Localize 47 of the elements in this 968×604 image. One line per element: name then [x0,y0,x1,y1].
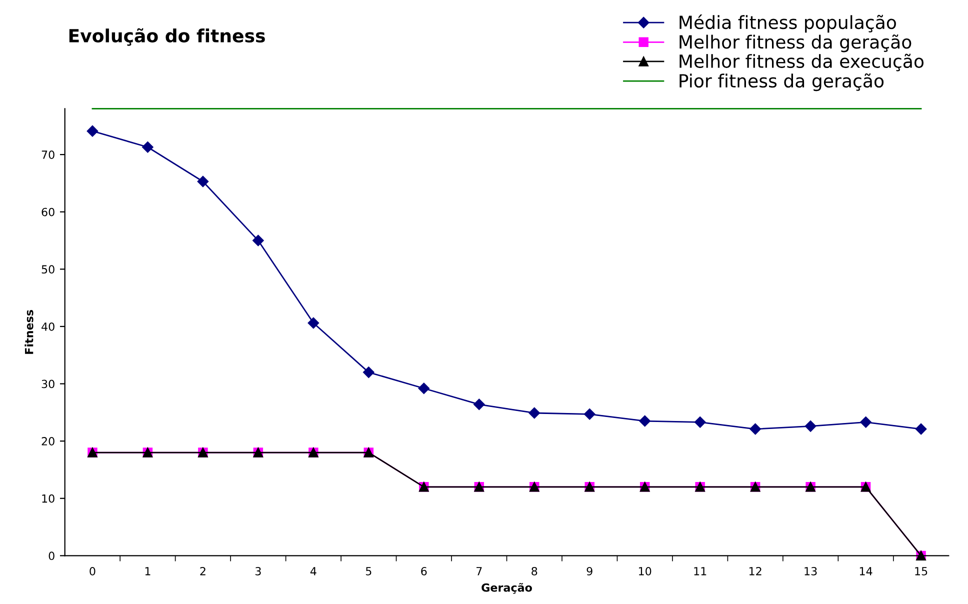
x-tick-label: 0 [90,566,96,576]
x-tick-label: 4 [310,567,316,576]
x-tick-label: 15 [915,567,928,576]
x-tick-label: 1 [145,567,150,576]
legend-label: Média fitness população [680,14,896,33]
point [142,142,154,153]
x-tick-label: 8 [532,566,538,576]
y-tick-label: 60 [42,208,54,216]
y-tick-label: 40 [42,322,54,331]
point [915,423,927,435]
x-tick-label: 11 [694,567,706,576]
chart-title: Evolução do fitness [69,28,265,46]
point [528,407,540,419]
y-tick-label: 30 [42,380,54,388]
x-tick-label: 7 [476,567,482,576]
legend-label: Melhor fitness da execução [680,54,924,72]
legend-label: Pior fitness da geração [680,73,884,92]
point [750,423,761,435]
point [584,408,596,420]
x-tick-label: 3 [255,566,261,576]
x-tick-label: 13 [804,566,817,576]
x-axis-title: Geração [482,582,532,594]
x-tick-label: 10 [638,566,652,576]
x-tick-label: 14 [860,567,872,576]
x-tick-label: 5 [366,567,372,576]
y-axis-title: Fitness [24,310,34,354]
point [860,416,872,428]
y-tick-label: 20 [42,437,54,446]
y-tick-label: 70 [42,150,54,159]
point [804,420,816,432]
point [86,125,98,137]
x-tick-label: 9 [586,566,592,576]
point [363,366,374,378]
point [418,382,430,394]
point [474,398,485,410]
y-tick-label: 10 [42,494,54,503]
x-tick-label: 2 [200,566,206,576]
point [197,176,209,188]
point [308,317,320,329]
x-tick-label: 6 [421,566,427,576]
point [694,416,706,428]
legend-label: Melhor fitness da geração [680,34,912,52]
point [252,234,264,246]
y-tick-label: 50 [42,265,54,274]
x-tick-label: 12 [749,566,762,576]
point [639,415,650,427]
y-tick-label: 0 [48,552,54,560]
